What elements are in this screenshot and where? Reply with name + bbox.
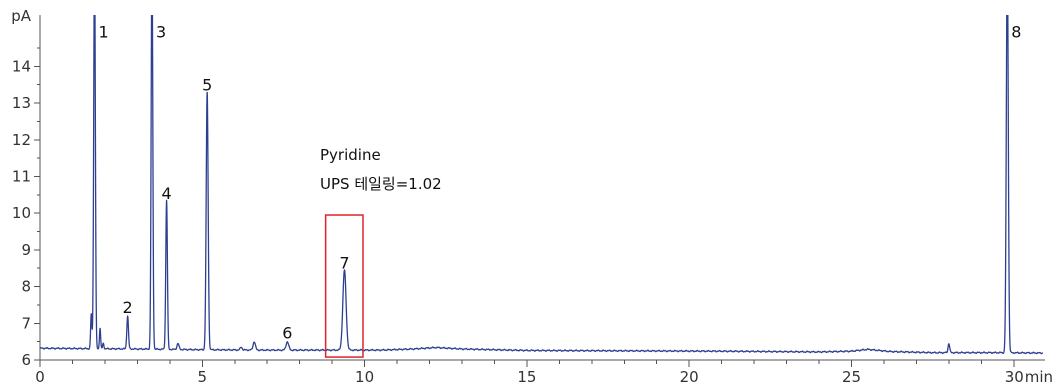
x-tick-label: 15 bbox=[517, 368, 536, 386]
peak-label-2: 2 bbox=[123, 298, 133, 317]
peak-label-5: 5 bbox=[202, 76, 212, 95]
peak-label-3: 3 bbox=[156, 23, 166, 42]
peak-label-4: 4 bbox=[161, 184, 171, 203]
peak-label-7: 7 bbox=[339, 254, 349, 273]
x-unit-label: min bbox=[1025, 368, 1053, 386]
x-tick-label: 0 bbox=[35, 368, 45, 386]
x-tick-label: 10 bbox=[355, 368, 374, 386]
x-tick-label: 25 bbox=[842, 368, 861, 386]
x-tick-label: 5 bbox=[198, 368, 208, 386]
annotation-compound-name: Pyridine bbox=[320, 146, 381, 164]
y-tick-label: 7 bbox=[21, 314, 31, 332]
pyridine-highlight-box bbox=[324, 214, 364, 358]
peak-labels-layer: 1 2 3 4 5 6 7 8 bbox=[99, 23, 1022, 343]
peak-label-8: 8 bbox=[1011, 23, 1021, 42]
y-tick-label: 12 bbox=[12, 131, 31, 149]
y-tick-label: 10 bbox=[12, 204, 31, 222]
y-tick-label: 9 bbox=[21, 241, 31, 259]
x-tick-label: 20 bbox=[680, 368, 699, 386]
peak-label-1: 1 bbox=[99, 23, 109, 42]
y-tick-label: 8 bbox=[21, 278, 31, 296]
annotation-tailing-factor: UPS 테일링=1.02 bbox=[320, 175, 442, 193]
y-tick-label: 11 bbox=[12, 167, 31, 185]
x-tick-label: 30 bbox=[1005, 368, 1024, 386]
y-unit-label: pA bbox=[11, 7, 32, 25]
chromatogram-trace bbox=[40, 15, 1044, 355]
y-tick-label: 6 bbox=[21, 351, 31, 369]
peak-label-6: 6 bbox=[282, 323, 292, 342]
y-tick-label: 13 bbox=[12, 94, 31, 112]
y-tick-label: 14 bbox=[12, 57, 31, 75]
